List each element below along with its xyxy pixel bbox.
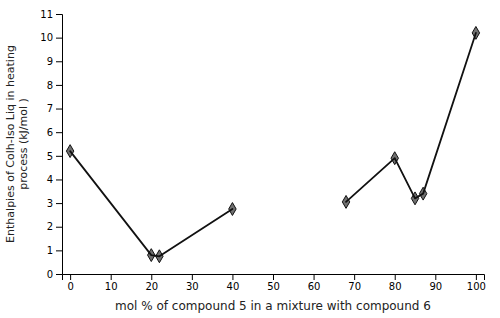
y-tick-label: 0 <box>47 269 53 280</box>
y-tick-label: 10 <box>40 32 53 43</box>
y-tick-label: 5 <box>47 151 53 162</box>
chart: 0 10 20 30 40 50 60 70 80 90 100 0 1 2 3 4 5 6 7 8 9 10 11 mol … <box>0 0 500 318</box>
x-axis-title: mol % of compound 5 in a mixture with co… <box>115 299 431 313</box>
y-tick-label: 9 <box>47 56 53 67</box>
data-layer <box>66 26 479 262</box>
y-tick-mark <box>56 38 62 39</box>
y-tick-mark <box>56 179 62 180</box>
marker <box>342 195 349 208</box>
y-tick-label: 1 <box>47 245 53 256</box>
y-tick: 11 <box>40 9 62 20</box>
x-axis-line <box>63 275 485 281</box>
marker <box>419 187 426 200</box>
y-tick-label: 6 <box>47 127 53 138</box>
x-tick-mark <box>70 274 71 280</box>
y-tick-mark <box>56 109 62 110</box>
y-tick: 9 <box>47 56 62 67</box>
x-tick-mark <box>435 274 436 280</box>
marker <box>411 192 418 205</box>
x-tick: 80 <box>389 274 402 292</box>
y-tick-label: 7 <box>47 103 53 114</box>
y-tick-mark <box>56 85 62 86</box>
y-tick-mark <box>56 250 62 251</box>
y-tick-mark <box>56 61 62 62</box>
marker <box>229 203 236 216</box>
marker <box>156 250 163 263</box>
y-tick-mark <box>56 227 62 228</box>
line <box>70 151 232 256</box>
x-tick: 90 <box>429 274 442 292</box>
y-tick-mark <box>56 14 62 15</box>
y-tick-label: 11 <box>40 9 53 20</box>
x-axis: 0 10 20 30 40 50 60 70 80 90 100 <box>63 274 486 292</box>
x-tick-mark <box>395 274 396 280</box>
y-tick-label: 2 <box>47 221 53 232</box>
line <box>346 33 476 202</box>
x-tick-label: 40 <box>227 281 240 292</box>
y-tick: 10 <box>40 32 62 43</box>
y-tick: 4 <box>47 174 62 185</box>
marker <box>66 145 73 158</box>
plot-area: 0 10 20 30 40 50 60 70 80 90 100 0 1 2 3 4 5 6 7 8 9 10 11 <box>40 9 486 292</box>
y-tick: 6 <box>47 127 62 138</box>
x-tick-mark <box>111 274 112 280</box>
x-tick-label: 70 <box>348 281 361 292</box>
x-tick: 10 <box>105 274 118 292</box>
y-tick: 7 <box>47 103 62 114</box>
y-tick: 3 <box>47 198 62 209</box>
y-tick: 0 <box>47 269 62 280</box>
y-tick-label: 4 <box>47 174 53 185</box>
x-tick-mark <box>151 274 152 280</box>
x-tick-label: 50 <box>267 281 280 292</box>
x-tick: 20 <box>145 274 158 292</box>
x-tick: 60 <box>308 274 321 292</box>
x-tick-label: 20 <box>145 281 158 292</box>
x-tick: 40 <box>227 274 240 292</box>
x-tick-mark <box>232 274 233 280</box>
y-tick-mark <box>56 203 62 204</box>
x-tick: 50 <box>267 274 280 292</box>
x-tick-label: 30 <box>186 281 199 292</box>
x-tick-mark <box>273 274 274 280</box>
y-tick-mark <box>56 274 62 275</box>
y-tick: 5 <box>47 151 62 162</box>
x-tick-label: 90 <box>429 281 442 292</box>
marker <box>148 249 155 262</box>
y-tick-label: 8 <box>47 80 53 91</box>
x-tick: 70 <box>348 274 361 292</box>
x-tick-mark <box>314 274 315 280</box>
y-tick: 1 <box>47 245 62 256</box>
x-tick-mark <box>354 274 355 280</box>
x-tick: 100 <box>467 274 486 292</box>
x-tick: 0 <box>67 274 73 292</box>
x-tick-label: 100 <box>467 281 486 292</box>
y-tick: 8 <box>47 80 62 91</box>
y-axis: 0 1 2 3 4 5 6 7 8 9 10 11 <box>40 9 62 280</box>
marker <box>472 26 479 39</box>
marker <box>391 152 398 165</box>
y-tick-label: 3 <box>47 198 53 209</box>
x-tick-label: 60 <box>308 281 321 292</box>
y-tick-mark <box>56 132 62 133</box>
y-tick: 2 <box>47 221 62 232</box>
x-tick-label: 0 <box>67 281 73 292</box>
x-tick-label: 80 <box>389 281 402 292</box>
x-tick-mark <box>192 274 193 280</box>
x-tick: 30 <box>186 274 199 292</box>
y-axis-title: Enthalpies of Colh-Iso Liq in heatingpro… <box>4 45 30 243</box>
y-tick-mark <box>56 156 62 157</box>
x-tick-label: 10 <box>105 281 118 292</box>
y-axis-line <box>56 15 63 275</box>
x-tick-mark <box>476 274 477 280</box>
